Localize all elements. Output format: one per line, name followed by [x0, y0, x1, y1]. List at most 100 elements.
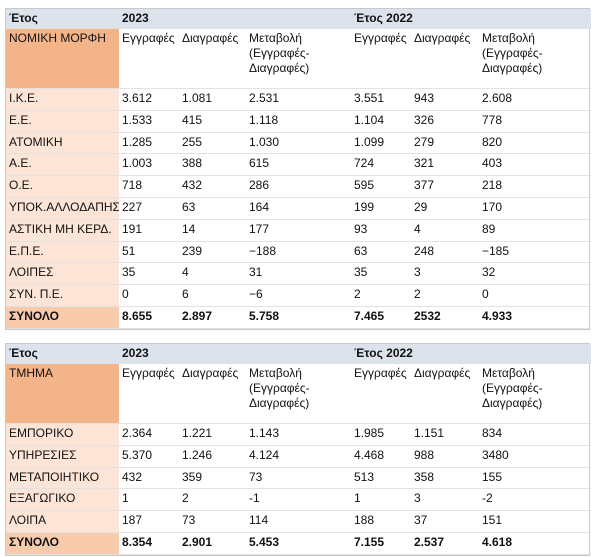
cell-value: 4.124: [246, 446, 351, 468]
cell-value: 187: [119, 511, 179, 533]
cell-value: 218: [479, 176, 591, 198]
column-header: Μεταβολή (Εγγραφές-Διαγραφές): [246, 29, 351, 89]
cell-value: 199: [351, 198, 411, 220]
cell-value: 1.985: [351, 424, 411, 446]
table: Έτος 2023 Έτος 2022 ΝΟΜΙΚΗ ΜΟΡΦΗ Εγγραφές Δια…: [5, 8, 591, 330]
cell-value: 834: [479, 424, 591, 446]
cell-value: 1: [119, 489, 179, 512]
row-label: Ο.Ε.: [6, 176, 119, 198]
header-cell: Έτος 2022: [351, 344, 591, 364]
cell-value: 0: [119, 285, 179, 307]
cell-value: 820: [479, 133, 591, 155]
cell-value: 513: [351, 468, 411, 490]
cell-value: 279: [411, 133, 479, 155]
cell-value: 63: [351, 242, 411, 264]
cell-value: 4.618: [479, 533, 591, 555]
cell-value: 2532: [411, 307, 479, 329]
row-label: Ε.Π.Ε.: [6, 241, 119, 264]
cell-value: 1.285: [119, 133, 179, 155]
cell-value: 3: [411, 489, 479, 512]
cell-value: 2.531: [246, 89, 351, 111]
cell-value: 358: [411, 468, 479, 490]
cell-value: 359: [179, 468, 246, 490]
cell-value: 93: [351, 220, 411, 242]
cell-value: 4.468: [351, 446, 411, 468]
column-header: Διαγραφές: [411, 29, 479, 89]
header-cell: Έτος: [6, 9, 119, 29]
cell-value: 191: [119, 220, 179, 242]
cell-value: 2.364: [119, 424, 179, 446]
cell-value: 8.354: [119, 533, 179, 555]
cell-value: -1: [246, 489, 351, 512]
cell-value: 63: [179, 198, 246, 220]
cell-value: 1.221: [179, 424, 246, 446]
cell-value: 170: [479, 198, 591, 220]
row-label: ΛΟΙΠΕΣ: [6, 263, 119, 286]
cell-value: −185: [479, 242, 591, 264]
cell-value: 114: [246, 511, 351, 533]
column-header: Εγγραφές: [351, 29, 411, 89]
column-header: Εγγραφές: [119, 29, 179, 89]
row-label: ΣΥΝΟΛΟ: [6, 532, 119, 555]
row-label: Ι.Κ.Ε.: [6, 89, 119, 111]
column-header: Διαγραφές: [179, 364, 246, 424]
cell-value: -2: [479, 489, 591, 512]
cell-value: 1.533: [119, 111, 179, 133]
cell-value: 3.612: [119, 89, 179, 111]
cell-value: 2.901: [179, 533, 246, 555]
cell-value: 1: [351, 489, 411, 512]
column-header: Διαγραφές: [411, 364, 479, 424]
row-label: ΕΜΠΟΡΙΚΟ: [6, 424, 119, 446]
cell-value: 1.151: [411, 424, 479, 446]
cell-value: 2: [179, 489, 246, 512]
cell-value: 35: [351, 263, 411, 286]
cell-value: 321: [411, 154, 479, 177]
cell-value: 5.370: [119, 446, 179, 468]
cell-value: 615: [246, 154, 351, 177]
cell-value: 432: [119, 468, 179, 490]
cell-value: 151: [479, 511, 591, 533]
cell-value: 718: [119, 176, 179, 198]
cell-value: 8.655: [119, 307, 179, 329]
column-header: ΝΟΜΙΚΗ ΜΟΡΦΗ: [6, 29, 119, 89]
cell-value: 227: [119, 198, 179, 220]
row-label: ΛΟΙΠΑ: [6, 511, 119, 533]
header-cell: 2023: [119, 9, 351, 29]
cell-value: 37: [411, 511, 479, 533]
row-label: ΜΕΤΑΠΟΙΗΤΙΚΟ: [6, 467, 119, 490]
cell-value: 326: [411, 111, 479, 133]
cell-value: 14: [179, 220, 246, 242]
cell-value: 188: [351, 511, 411, 533]
cell-value: 4: [179, 263, 246, 286]
header-cell: Έτος 2022: [351, 9, 591, 29]
cell-value: 1.081: [179, 89, 246, 111]
cell-value: 3480: [479, 446, 591, 468]
cell-value: 177: [246, 220, 351, 242]
cell-value: 1.143: [246, 424, 351, 446]
row-label: ΑΣΤΙΚΗ ΜΗ ΚΕΡΔ.: [6, 219, 119, 242]
header-cell: 2023: [119, 344, 351, 364]
column-header: ΤΜΗΜΑ: [6, 364, 119, 424]
cell-value: 6: [179, 285, 246, 307]
cell-value: 4: [411, 220, 479, 242]
cell-value: 7.155: [351, 533, 411, 555]
cell-value: 1.104: [351, 111, 411, 133]
cell-value: 2: [351, 285, 411, 307]
cell-value: 403: [479, 154, 591, 177]
row-label: Ε.Ε.: [6, 110, 119, 133]
cell-value: 724: [351, 154, 411, 177]
cell-value: 415: [179, 111, 246, 133]
cell-value: 29: [411, 198, 479, 220]
row-label: ΕΞΑΓΩΓΙΚΟ: [6, 489, 119, 512]
cell-value: 2: [411, 285, 479, 307]
cell-value: 388: [179, 154, 246, 177]
cell-value: 248: [411, 242, 479, 264]
cell-value: 2.897: [179, 307, 246, 329]
cell-value: 595: [351, 176, 411, 198]
cell-value: 3: [411, 263, 479, 286]
cell-value: 255: [179, 133, 246, 155]
column-header: Εγγραφές: [351, 364, 411, 424]
cell-value: −6: [246, 285, 351, 307]
cell-value: 2.537: [411, 533, 479, 555]
